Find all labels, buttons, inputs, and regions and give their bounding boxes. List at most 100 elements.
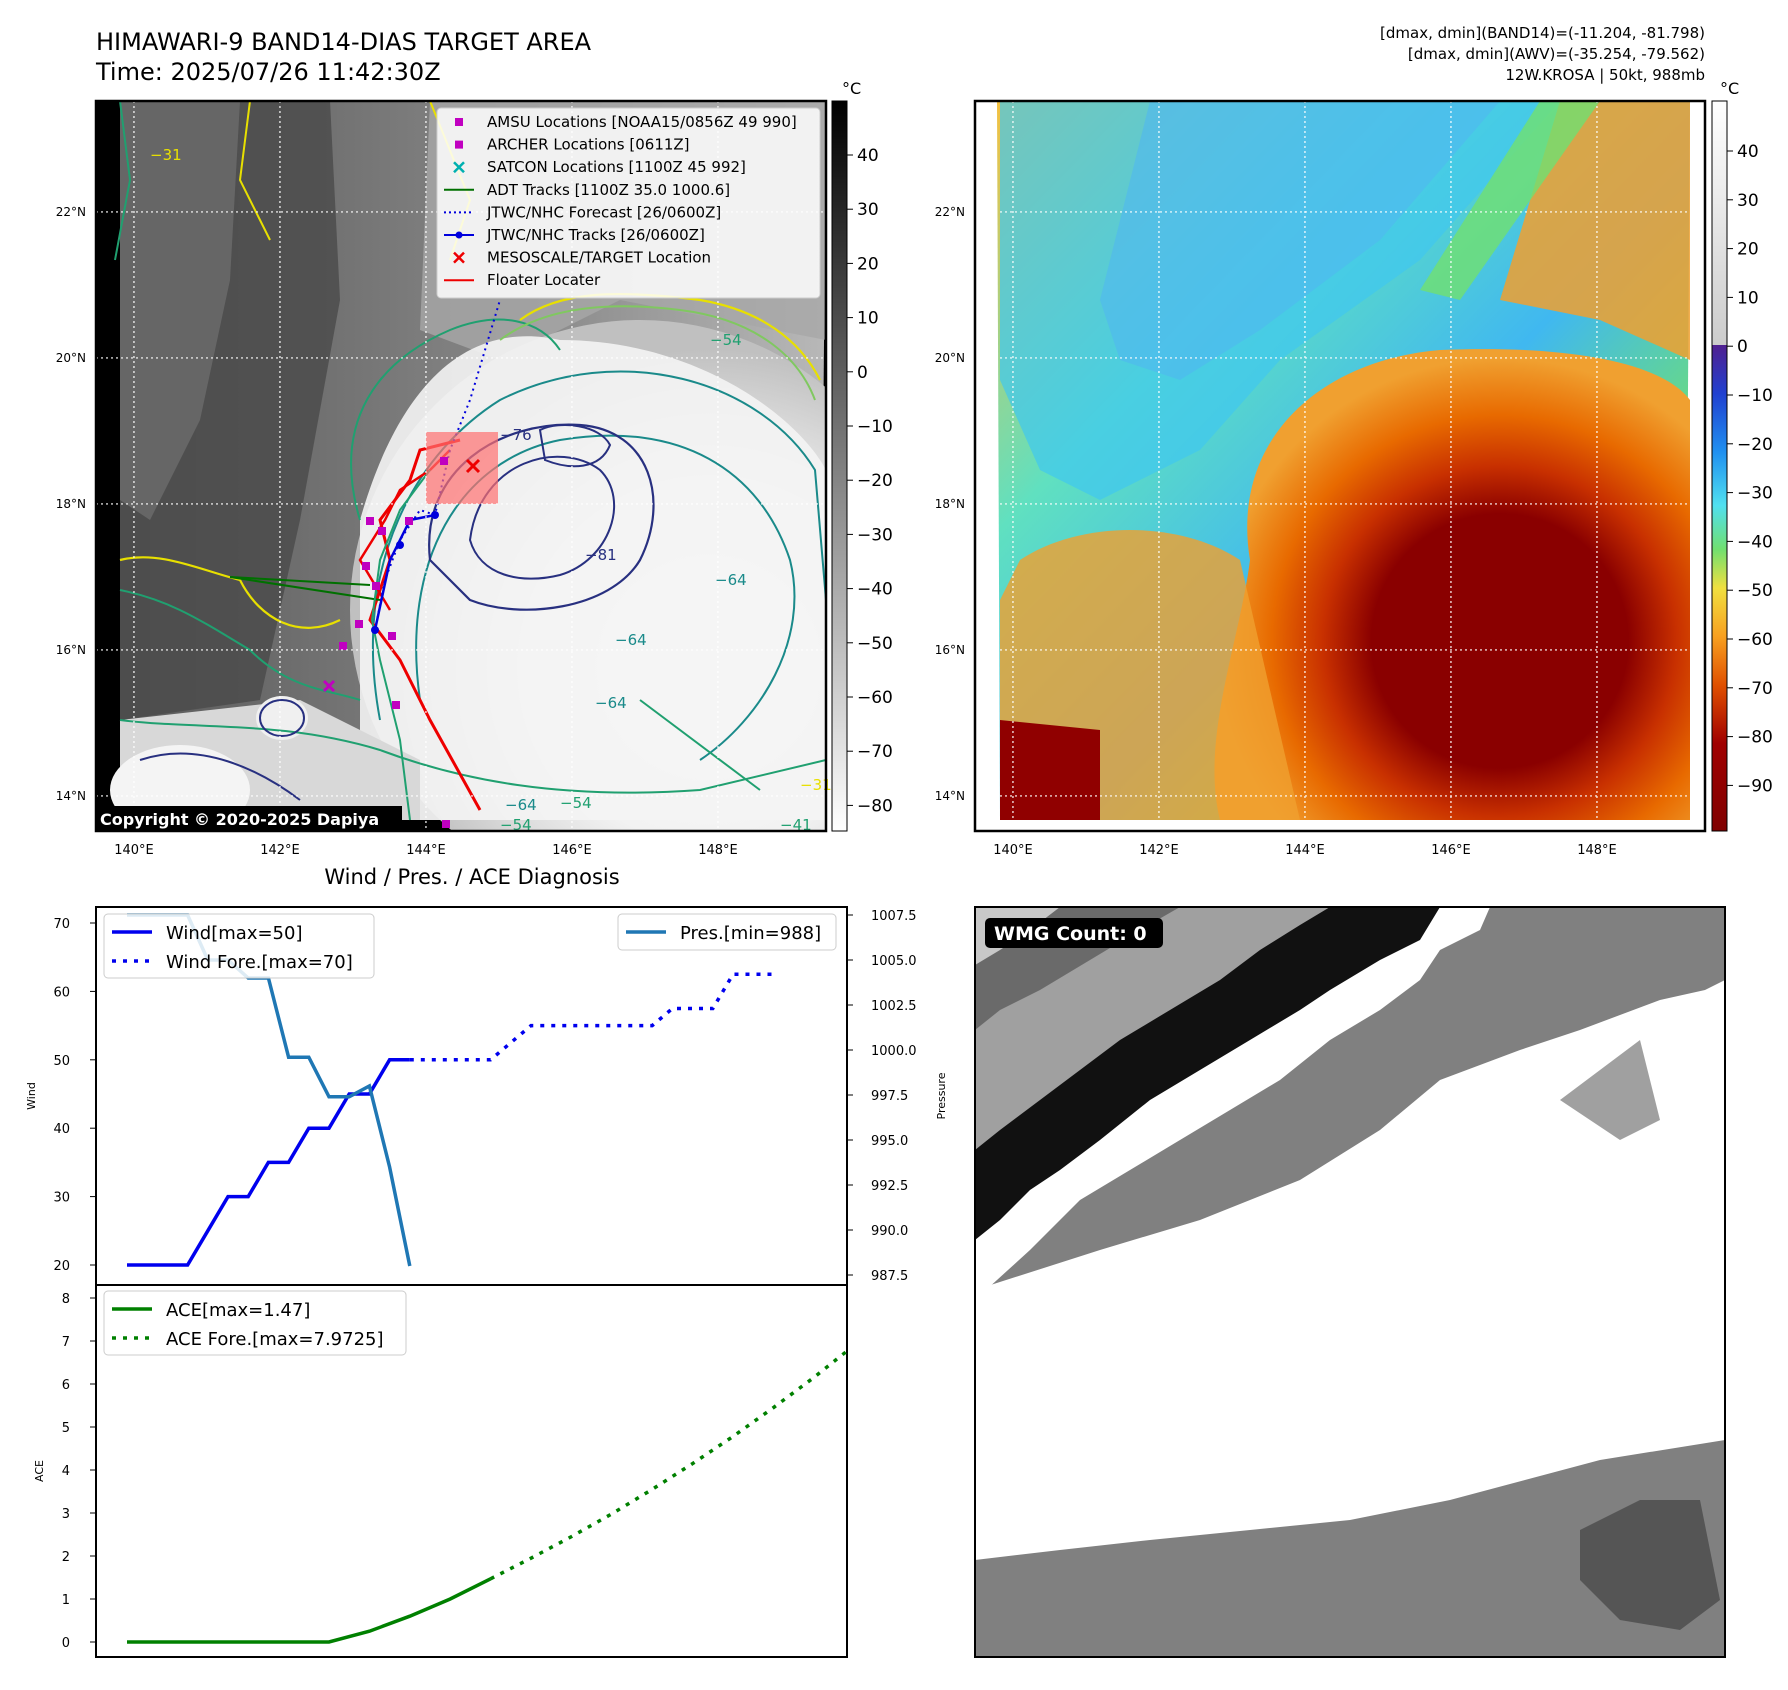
- pressure-tick-label: 1002.5: [871, 999, 917, 1014]
- lon-tick-label: 140°E: [993, 843, 1033, 858]
- ace-tick-label: 8: [62, 1292, 70, 1307]
- colorbar-tick-label: 0: [1737, 337, 1748, 357]
- colorbar-tick-label: 20: [1737, 240, 1759, 260]
- colorbar-tick-label: −80: [1737, 728, 1773, 748]
- contour-label: −81: [585, 546, 617, 564]
- colorbar-tick-label: −20: [1737, 435, 1773, 455]
- wv-colorbar: °C 40 30 20 10 0 −10 −20 −30 −40 −50 −60 −70 −80 −90: [1711, 79, 1773, 832]
- lat-tick-label: 22°N: [935, 205, 965, 219]
- contour-label: −64: [595, 694, 627, 712]
- lon-tick-label: 140°E: [114, 843, 154, 858]
- wind-y-ticks: 70 60 50 40 30 20: [53, 917, 96, 1274]
- colorbar-tick-label: −10: [857, 417, 893, 437]
- lat-tick-label: 14°N: [935, 789, 965, 803]
- contour-label: −64: [615, 631, 647, 649]
- colorbar-tick-label: 30: [857, 200, 879, 220]
- ace-series: [127, 1348, 847, 1644]
- wv-axis-ticks: 140°E 142°E 144°E 146°E 148°E 22°N 20°N 18°N 16°…: [935, 205, 1617, 858]
- archer-marker: [322, 679, 336, 693]
- copyright-box: [96, 806, 402, 832]
- ace-tick-label: 5: [62, 1421, 70, 1436]
- contour-label: −64: [715, 571, 747, 589]
- ace-axis-label: ACE: [33, 1460, 46, 1482]
- contour-label: −76: [500, 426, 532, 444]
- ace-y-ticks: 8 7 6 5 4 3 2 1 0: [62, 1292, 96, 1651]
- colorbar-tick-label: −40: [857, 580, 893, 600]
- pressure-tick-label: 1005.0: [871, 954, 917, 969]
- colorbar-tick-label: −90: [1737, 776, 1773, 796]
- contour-label: −64: [505, 796, 537, 814]
- wv-map-panel: 140°E 142°E 144°E 146°E 148°E 22°N 20°N 18°N 16°…: [935, 99, 1707, 858]
- lon-tick-label: 144°E: [406, 843, 446, 858]
- lon-tick-label: 144°E: [1285, 843, 1325, 858]
- ace-tick-label: 4: [62, 1464, 70, 1479]
- legend-label: ARCHER Locations [0611Z]: [487, 136, 690, 154]
- wind-tick-label: 30: [53, 1191, 70, 1206]
- colorbar-tick-label: 30: [1737, 191, 1759, 211]
- pressure-tick-label: 995.0: [871, 1134, 908, 1149]
- amsu-markers: [339, 457, 450, 828]
- colorbar-tick-label: −70: [857, 742, 893, 762]
- ace-tick-label: 6: [62, 1378, 70, 1393]
- pressure-axis-label: Pressure: [935, 1072, 948, 1119]
- ir-colorbar: °C 40 30 20 10 0 −10 −20 −30 −40 −50 −60 −70 −80: [831, 79, 893, 832]
- legend-label: MESOSCALE/TARGET Location: [487, 249, 711, 267]
- colorbar-tick-label: −30: [1737, 484, 1773, 504]
- pressure-tick-label: 992.5: [871, 1179, 908, 1194]
- colorbar-tick-label: 20: [857, 254, 879, 274]
- ir-contours: [114, 101, 826, 801]
- figure-time: Time: 2025/07/26 11:42:30Z: [95, 58, 441, 86]
- ace-legend-label: ACE[max=1.47]: [166, 1300, 310, 1321]
- ace-series-line-1: [489, 1348, 847, 1581]
- ace-series-line-0: [127, 1577, 492, 1644]
- legend-marker: [453, 251, 465, 264]
- lat-tick-label: 14°N: [56, 789, 86, 803]
- legend-marker: [455, 140, 463, 149]
- lat-tick-label: 16°N: [56, 643, 86, 657]
- pressure-y-ticks: 1007.5 1005.0 1002.5 1000.0 997.5 995.0 992.5 9…: [847, 909, 917, 1284]
- colorbar-tick-label: −60: [1737, 630, 1773, 650]
- copyright-text: Copyright © 2020-2025 Dapiya: [100, 810, 379, 829]
- lon-tick-label: 142°E: [1139, 843, 1179, 858]
- lat-tick-label: 20°N: [56, 351, 86, 365]
- wind-tick-label: 70: [53, 917, 70, 932]
- ace-tick-label: 2: [62, 1550, 70, 1565]
- wind-legend: Wind[max=50] Wind Fore.[max=70]: [103, 913, 375, 979]
- ir-colorbar-unit: °C: [842, 79, 861, 98]
- wind-axis-label: Wind: [25, 1082, 38, 1110]
- contour-labels: −76 −81 −64 −64 −54 −54 −64 −54 −64 −31 …: [150, 146, 832, 834]
- lon-tick-label: 146°E: [552, 843, 592, 858]
- ace-tick-label: 7: [62, 1335, 70, 1350]
- lat-tick-label: 18°N: [935, 497, 965, 511]
- contour-label: −31: [800, 776, 832, 794]
- colorbar-tick-label: −80: [857, 796, 893, 816]
- ace-tick-label: 3: [62, 1507, 70, 1522]
- contour-label: −54: [560, 794, 592, 812]
- wind-tick-label: 50: [53, 1054, 70, 1069]
- lon-tick-label: 148°E: [698, 843, 738, 858]
- pressure-tick-label: 987.5: [871, 1269, 908, 1284]
- colorbar-tick-label: 10: [1737, 288, 1759, 308]
- info-awv: [dmax, dmin](AWV)=(-35.254, -79.562): [1408, 45, 1705, 63]
- legend-marker-dot: [455, 231, 463, 239]
- map-legend: AMSU Locations [NOAA15/0856Z 49 990] ARCH…: [436, 107, 821, 299]
- contour-label: −54: [500, 816, 532, 834]
- lon-tick-label: 142°E: [260, 843, 300, 858]
- info-storm: 12W.KROSA | 50kt, 988mb: [1505, 66, 1705, 84]
- ir-gridlines: [96, 101, 826, 831]
- series-line-0: [127, 1058, 410, 1267]
- lat-tick-label: 20°N: [935, 351, 965, 365]
- colorbar-tick-label: −10: [1737, 386, 1773, 406]
- colorbar-tick-label: −20: [857, 471, 893, 491]
- wv-colorbar-unit: °C: [1720, 79, 1739, 98]
- pressure-legend-label: Pres.[min=988]: [680, 923, 821, 944]
- colorbar-tick-label: −30: [857, 525, 893, 545]
- storm-tracks: [229, 299, 501, 821]
- ir-axis-ticks: 140°E 142°E 144°E 146°E 148°E 22°N 20°N 18°N 16°…: [56, 205, 738, 858]
- lon-tick-label: 146°E: [1431, 843, 1471, 858]
- ace-legend: ACE[max=1.47] ACE Fore.[max=7.9725]: [103, 1290, 407, 1356]
- wind-forecast-legend-label: Wind Fore.[max=70]: [166, 952, 353, 973]
- colorbar-tick-label: −50: [1737, 581, 1773, 601]
- diagnosis-panel: Wind / Pres. / ACE Diagnosis Wind Pressu…: [25, 865, 948, 1658]
- legend-marker: [453, 161, 465, 174]
